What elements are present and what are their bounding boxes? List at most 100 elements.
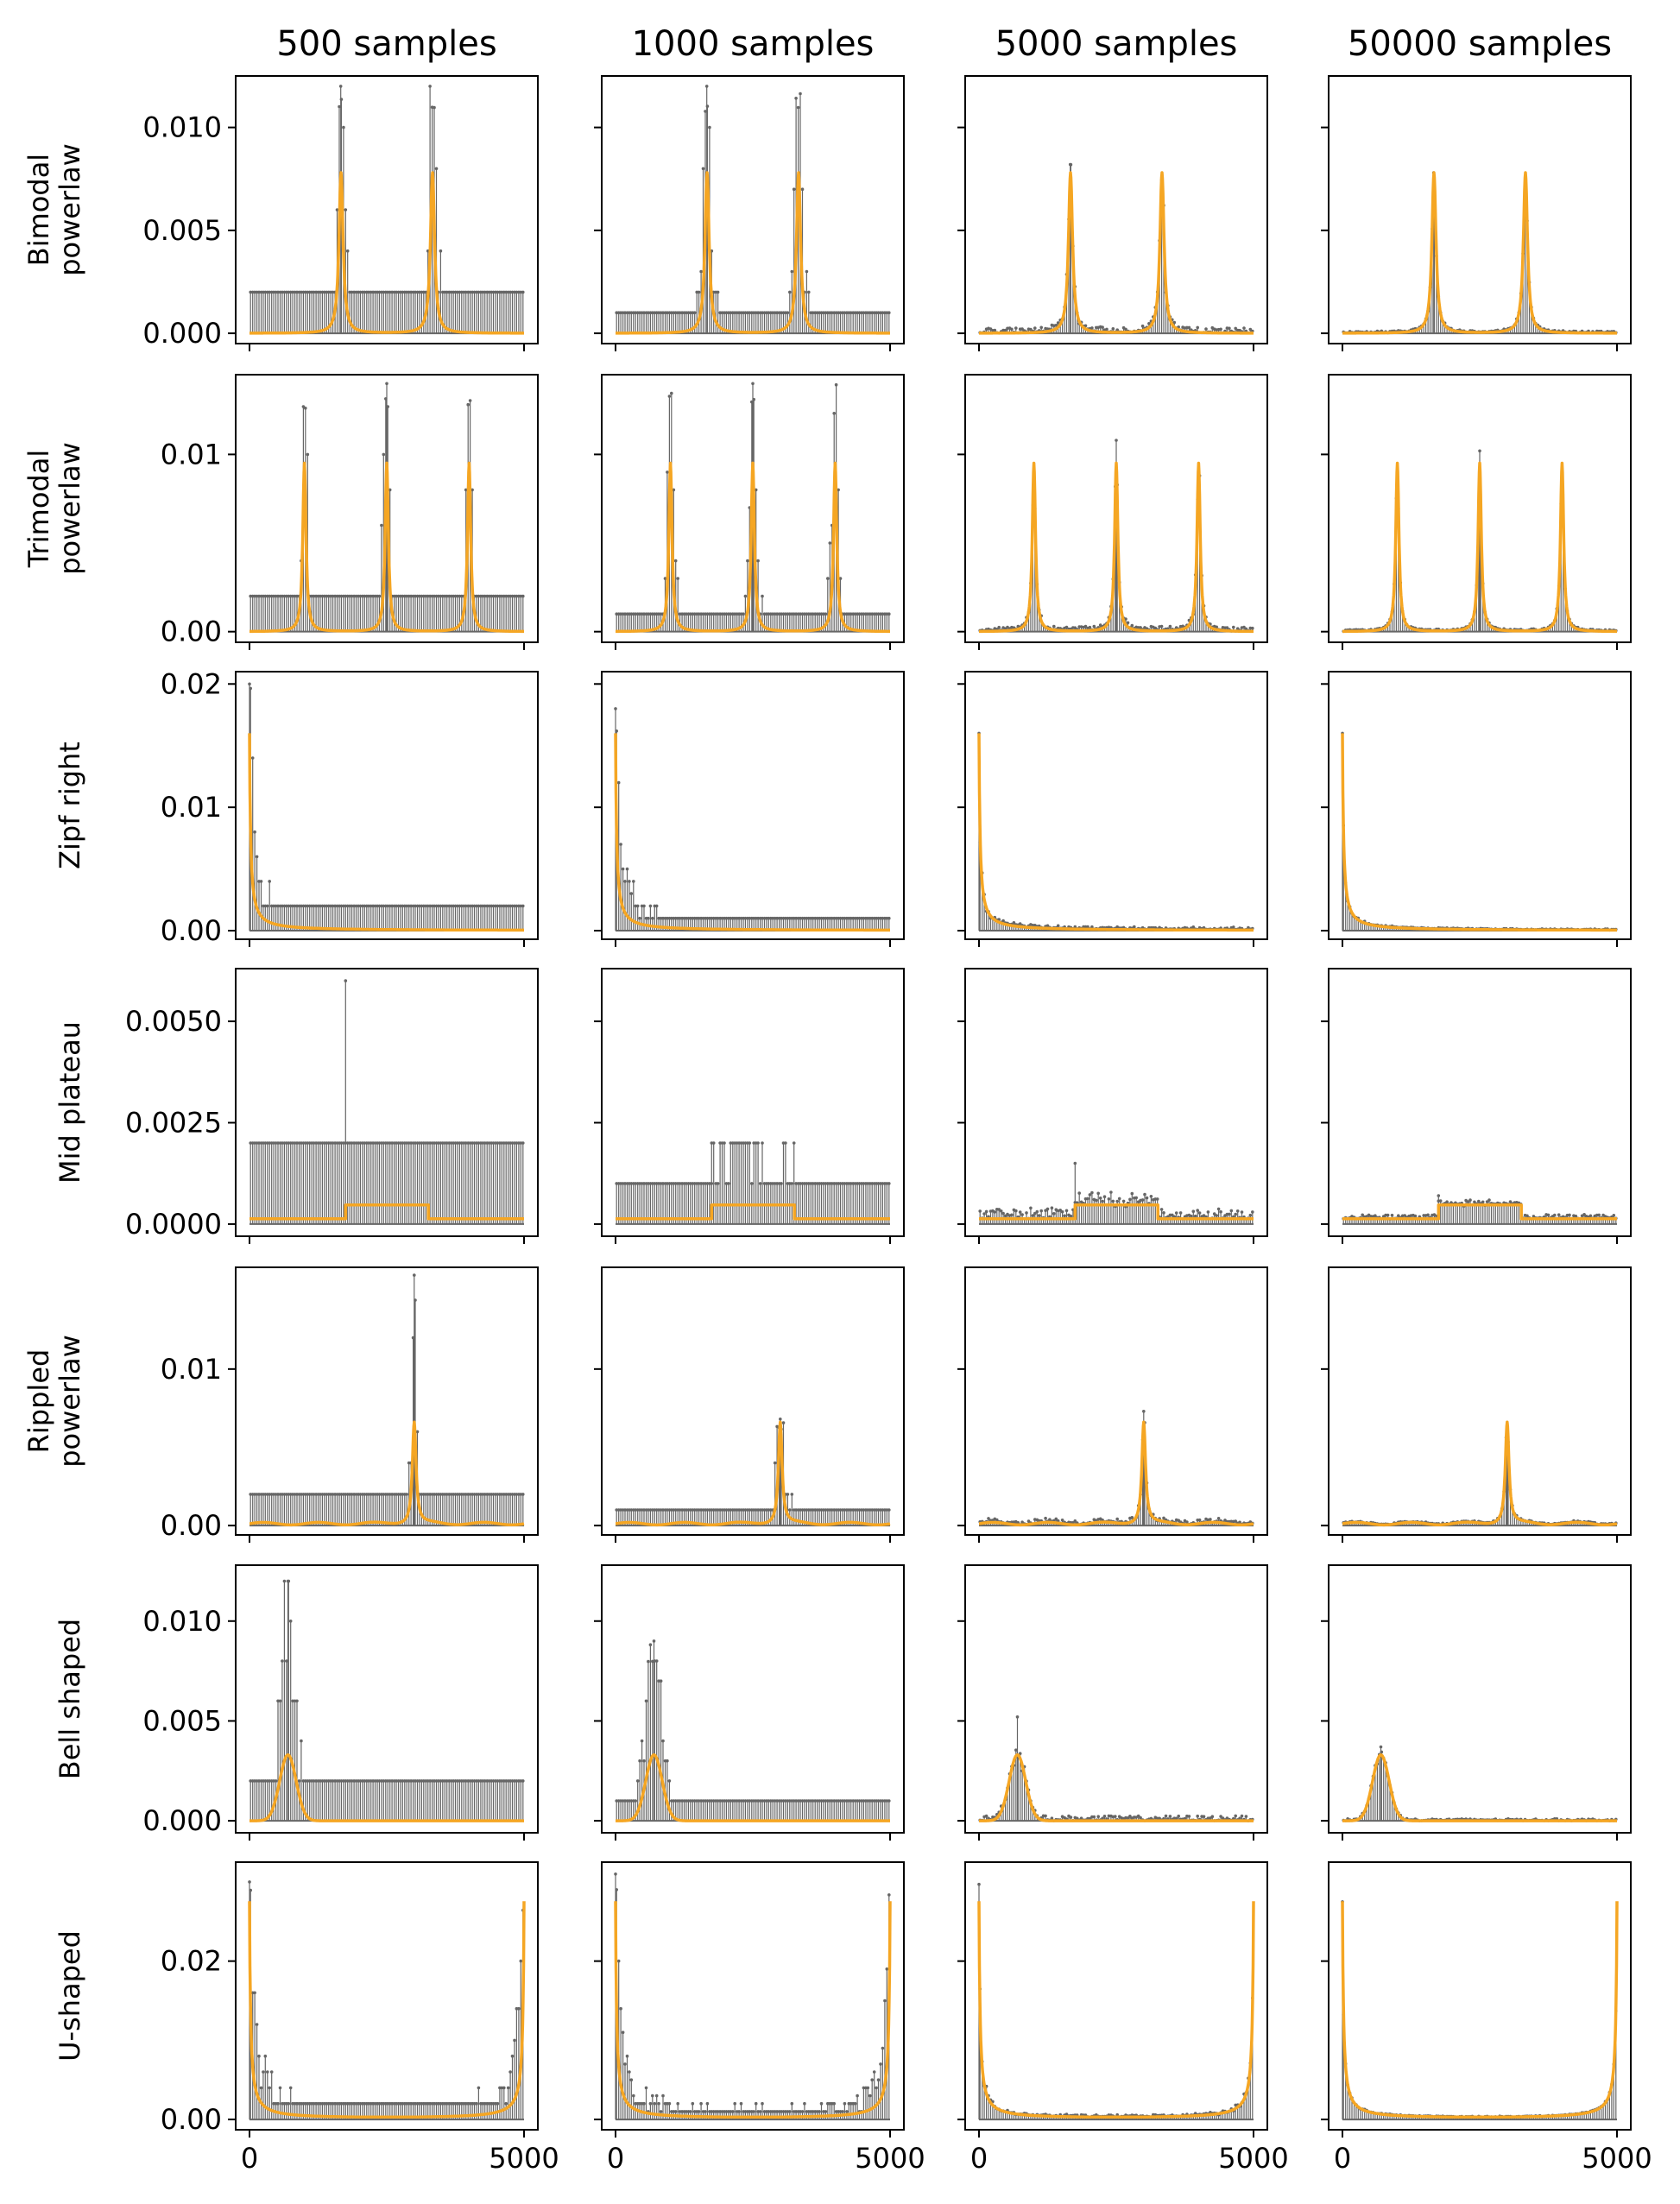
stem-marker-20 <box>291 594 294 598</box>
stem-marker-113 <box>853 612 857 616</box>
stem-marker-54 <box>729 1141 733 1145</box>
stem-marker-79 <box>1508 1200 1513 1203</box>
stem-marker-58 <box>737 2110 741 2113</box>
stem-marker-52 <box>724 2110 729 2113</box>
stem-marker-108 <box>477 2086 481 2090</box>
x-tick-label: 5000 <box>1218 2142 1288 2175</box>
stem-marker-117 <box>496 1141 500 1145</box>
stem-marker-4 <box>257 2054 261 2058</box>
stem-marker-61 <box>743 1508 748 1512</box>
stem-marker-48 <box>716 290 720 294</box>
stem-marker-43 <box>339 98 344 101</box>
stem-marker-106 <box>838 311 843 315</box>
stem-marker-0 <box>615 1888 618 1891</box>
stem-marker-76 <box>775 2110 779 2113</box>
stem-marker-100 <box>826 1182 830 1185</box>
stem-marker-128 <box>885 612 889 616</box>
stem-marker-85 <box>794 97 798 100</box>
stem-marker-5 <box>259 2086 263 2090</box>
stem-marker-66 <box>1481 1200 1485 1204</box>
stem-lines <box>979 164 1254 334</box>
stem-marker-119 <box>866 1799 870 1803</box>
panel-bell-shaped-50000-samples <box>1321 1564 1632 1841</box>
stem-marker-43 <box>705 916 710 920</box>
stem-marker-23 <box>1390 1213 1394 1217</box>
stem-marker-78 <box>780 916 783 920</box>
stem-marker-100 <box>460 2101 464 2106</box>
stem-marker-37 <box>326 2101 331 2106</box>
stem-marker-13 <box>642 1508 646 1512</box>
stem-marker-82 <box>422 1493 426 1496</box>
stem-marker-88 <box>800 187 805 191</box>
stem-markers <box>249 979 525 1145</box>
stem-marker-2 <box>253 290 256 294</box>
stem-marker-76 <box>1139 1816 1142 1820</box>
stem-marker-80 <box>418 594 421 598</box>
stem-marker-73 <box>1133 925 1136 929</box>
stem-marker-25 <box>667 1779 672 1783</box>
stem-marker-37 <box>692 1799 697 1803</box>
stem-marker-26 <box>1033 1211 1037 1216</box>
x-tick-label: 0 <box>241 2142 258 2175</box>
stem-marker-98 <box>456 290 459 294</box>
panel-u-shaped-50000-samples: 0 5000 <box>1321 1861 1652 2175</box>
stem-marker-104 <box>834 1799 838 1803</box>
stem-marker-56 <box>733 311 736 315</box>
stem-marker-15 <box>281 1141 284 1145</box>
panel-mid-plateau-5000-samples <box>957 968 1268 1244</box>
stem-marker-28 <box>307 2101 312 2106</box>
stem-marker-65 <box>386 1493 390 1496</box>
stem-marker-7 <box>629 1799 634 1803</box>
stem-marker-43 <box>1069 1214 1073 1218</box>
stem-marker-17 <box>285 290 288 294</box>
stem-marker-24 <box>300 904 303 908</box>
stem-marker-19 <box>288 2086 293 2090</box>
stem-marker-93 <box>445 2101 449 2106</box>
density-curve <box>614 733 892 932</box>
stem-marker-59 <box>373 2101 377 2106</box>
stem-markers <box>1342 1194 1618 1221</box>
stem-marker-108 <box>843 1508 847 1512</box>
stem-marker-0 <box>615 729 618 733</box>
stem-marker-67 <box>756 1799 760 1803</box>
stem-marker-106 <box>472 1493 477 1496</box>
stem-marker-46 <box>711 2110 716 2113</box>
panel-frame <box>1328 1861 1632 2131</box>
stem-marker-41 <box>1064 1209 1069 1213</box>
stem-marker-85 <box>428 1141 432 1145</box>
stem-marker-93 <box>445 1141 449 1145</box>
stem-marker-15 <box>281 2101 284 2106</box>
stem-marker-113 <box>853 1508 857 1512</box>
stem-marker-102 <box>464 904 468 908</box>
stem-marker-8 <box>995 1518 999 1522</box>
stem-marker-97 <box>819 2101 824 2106</box>
stem-marker-20 <box>657 612 660 616</box>
stem-marker-48 <box>716 2110 720 2113</box>
stem-marker-120 <box>1232 925 1235 929</box>
stem-marker-62 <box>1473 1200 1476 1204</box>
stem-marker-67 <box>390 290 394 294</box>
stem-marker-69 <box>395 1493 398 1496</box>
stem-marker-124 <box>876 1799 881 1803</box>
stem-marker-95 <box>449 1493 453 1496</box>
stem-marker-67 <box>756 559 760 563</box>
stem-marker-67 <box>390 904 394 908</box>
stem-marker-91 <box>441 290 445 294</box>
stem-marker-17 <box>285 594 288 598</box>
stem-marker-115 <box>491 1493 496 1496</box>
stem-marker-54 <box>1092 1815 1096 1819</box>
stem-marker-128 <box>885 1508 889 1512</box>
stem-marker-126 <box>515 904 519 908</box>
stem-marker-65 <box>752 2110 755 2113</box>
stem-marker-46 <box>711 1799 716 1803</box>
stem-marker-67 <box>756 2110 760 2113</box>
stem-marker-63 <box>748 916 752 920</box>
stem-marker-105 <box>837 488 840 492</box>
stem-marker-89 <box>437 904 440 908</box>
stem-marker-128 <box>885 1799 889 1803</box>
stem-marker-91 <box>807 1799 811 1803</box>
density-curve <box>977 1203 1255 1221</box>
stem-marker-44 <box>708 125 711 129</box>
stem-marker-61 <box>743 594 748 598</box>
stem-marker-0 <box>249 1493 253 1496</box>
